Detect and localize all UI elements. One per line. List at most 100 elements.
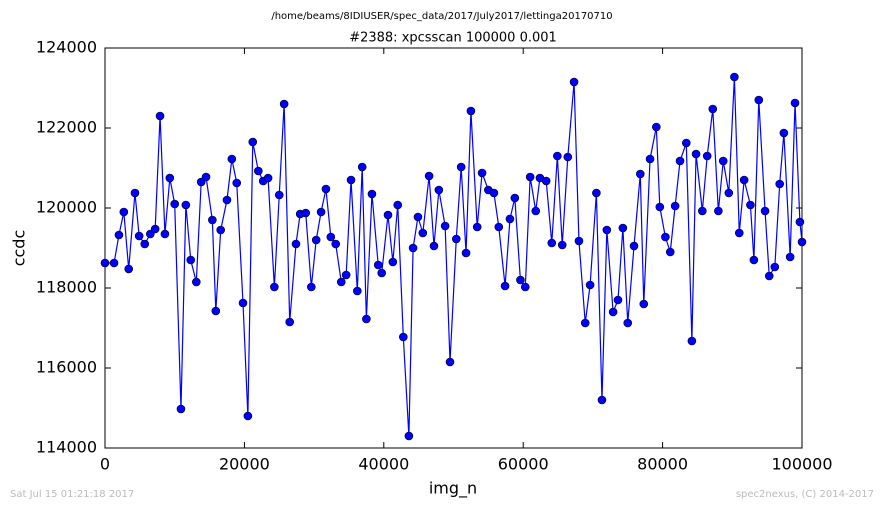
data-point	[248, 137, 258, 147]
data-point	[124, 264, 133, 274]
data-point	[321, 184, 331, 194]
data-point	[718, 156, 728, 166]
data-point	[714, 206, 723, 216]
data-line	[105, 76, 803, 437]
data-point	[724, 188, 734, 198]
data-point	[734, 228, 744, 238]
x-axis-label: img_n	[429, 479, 477, 499]
suptitle: /home/beams/8IDIUSER/spec_data/2017/July…	[271, 11, 612, 22]
data-point	[557, 240, 567, 250]
data-point	[165, 173, 175, 183]
data-point	[393, 200, 403, 210]
data-point	[263, 173, 273, 183]
y-axis-label: ccdc	[10, 230, 29, 267]
data-point	[170, 199, 179, 209]
data-point	[434, 185, 444, 195]
data-point	[746, 200, 755, 210]
data-point	[408, 243, 418, 253]
data-point	[585, 280, 595, 290]
x-tick-label: 60000	[498, 455, 549, 474]
data-point	[608, 307, 618, 317]
data-point	[316, 207, 326, 217]
data-point	[602, 225, 612, 235]
x-tick-label: 80000	[637, 455, 688, 474]
data-point	[140, 239, 150, 249]
data-point	[708, 104, 718, 114]
data-point	[494, 222, 504, 232]
data-point	[531, 206, 541, 216]
data-point	[279, 99, 289, 109]
data-point	[466, 106, 476, 116]
data-point	[353, 286, 362, 296]
data-point	[790, 98, 800, 108]
data-point	[285, 317, 295, 327]
data-point	[192, 277, 201, 287]
data-point	[477, 168, 487, 178]
data-point	[238, 298, 248, 308]
data-point	[795, 217, 805, 227]
data-point	[307, 282, 316, 292]
data-point	[181, 200, 191, 210]
data-point	[362, 314, 371, 324]
data-point	[440, 221, 450, 231]
data-point	[155, 111, 165, 121]
x-tick-label: 100000	[771, 455, 832, 474]
data-point	[130, 188, 140, 198]
data-point	[331, 239, 341, 249]
data-point	[618, 223, 628, 233]
data-point	[541, 176, 551, 186]
x-tick-label: 0	[100, 455, 110, 474]
data-point	[461, 248, 471, 258]
data-point	[160, 229, 170, 239]
data-point	[109, 258, 119, 268]
y-tick-label: 116000	[36, 358, 97, 377]
data-point	[227, 154, 237, 164]
data-point	[270, 282, 279, 292]
footer-right: spec2nexus, (C) 2014-2017	[736, 489, 874, 500]
data-point	[698, 206, 707, 216]
data-point	[652, 122, 661, 132]
data-point	[510, 193, 520, 203]
data-point	[211, 306, 221, 316]
y-tick-label: 122000	[36, 118, 97, 137]
data-point	[670, 201, 680, 211]
data-point	[274, 190, 284, 200]
data-point	[635, 169, 645, 179]
data-point	[553, 151, 562, 161]
y-tick-label: 124000	[36, 38, 97, 57]
y-tick-label: 114000	[36, 438, 97, 457]
data-point	[404, 431, 414, 441]
data-point	[500, 281, 510, 291]
data-point	[760, 206, 770, 216]
data-point	[569, 77, 579, 87]
data-point	[691, 149, 701, 159]
data-point	[388, 257, 398, 267]
footer-left: Sat Jul 15 01:21:18 2017	[10, 489, 134, 500]
data-point	[754, 95, 764, 105]
data-point	[681, 138, 691, 148]
data-point	[775, 179, 784, 189]
y-tick-label: 118000	[36, 278, 97, 297]
data-point	[665, 247, 675, 257]
data-point	[208, 215, 217, 225]
data-point	[336, 277, 346, 287]
data-point	[770, 262, 780, 272]
chart-title: #2388: xpcsscan 100000 0.001	[349, 31, 557, 46]
data-point	[114, 230, 124, 240]
data-point	[613, 295, 623, 305]
data-point	[201, 172, 211, 182]
data-point	[730, 72, 739, 82]
data-point	[516, 275, 525, 285]
data-point	[639, 299, 649, 309]
data-point	[739, 175, 749, 185]
data-point	[373, 260, 383, 270]
data-point	[346, 175, 356, 185]
data-point	[216, 225, 226, 235]
data-point	[301, 208, 311, 218]
data-point	[563, 152, 573, 162]
data-point	[629, 241, 639, 251]
data-point	[592, 188, 601, 198]
data-point	[645, 154, 655, 164]
data-point	[311, 235, 321, 245]
